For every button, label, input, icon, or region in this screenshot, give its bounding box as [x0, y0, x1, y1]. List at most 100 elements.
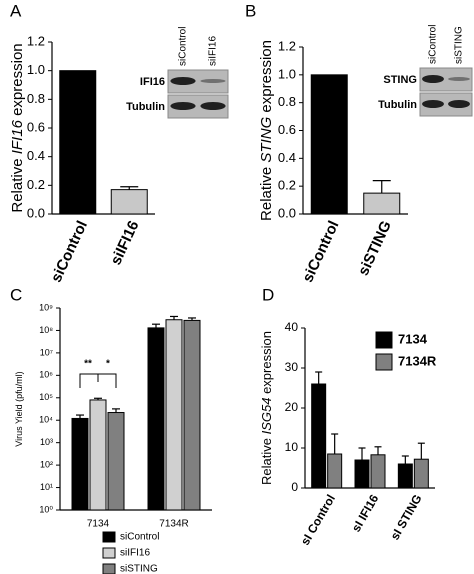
- bar: [310, 74, 348, 215]
- blot-band: [170, 102, 196, 110]
- y-tick-label: 10⁶: [39, 370, 53, 380]
- y-axis-label-part: expression: [258, 40, 275, 117]
- legend-label: 7134R: [398, 353, 437, 368]
- y-axis-label-part: Relative: [258, 167, 275, 221]
- y-axis-label-part: STING: [258, 116, 275, 166]
- y-axis-label-part: expression: [259, 331, 274, 397]
- blot-panel: [419, 67, 473, 92]
- y-tick-label: 20: [285, 400, 299, 414]
- y-tick-label: 10⁸: [39, 325, 53, 335]
- x-tick-label: siControl: [299, 218, 342, 285]
- blot-band: [200, 102, 226, 110]
- y-tick-label: 10⁹: [39, 302, 53, 312]
- y-axis-label-part: Relative: [9, 158, 26, 212]
- bar: [183, 319, 201, 511]
- y-axis-label: Relative IFI16 expression: [9, 43, 26, 212]
- y-tick-label: 10⁰: [39, 504, 53, 514]
- legend-swatch: [102, 563, 116, 574]
- y-tick-label: 0.4: [278, 150, 296, 165]
- panel-label: B: [245, 1, 256, 20]
- y-tick-label: 0.2: [278, 178, 296, 193]
- bar: [363, 192, 401, 215]
- legend-label: 7134: [398, 331, 428, 346]
- bar: [89, 399, 107, 511]
- x-tick-label: siIFI16: [107, 218, 142, 268]
- x-tick-label: siSTING: [355, 218, 395, 278]
- legend-label: siControl: [120, 532, 159, 543]
- y-axis-label: Relative ISG54 expression: [259, 331, 274, 485]
- x-tick-label: 7134: [87, 519, 110, 530]
- blot-band: [448, 100, 470, 108]
- x-tick-label: 7134R: [159, 519, 188, 530]
- legend-label: siSTING: [120, 564, 158, 574]
- panel-label: D: [262, 285, 274, 304]
- y-tick-label: 1.0: [27, 62, 45, 77]
- blot-lane-label: siControl: [178, 27, 189, 66]
- blot-row-label: Tubulin: [126, 101, 165, 113]
- y-tick-label: 0.6: [278, 122, 296, 137]
- y-tick-label: 30: [285, 360, 299, 374]
- x-tick-label: sI IFI16: [349, 492, 382, 535]
- y-tick-label: 0.0: [27, 205, 45, 220]
- y-tick-label: 40: [285, 320, 299, 334]
- y-axis-label: Relative STING expression: [258, 40, 275, 221]
- y-tick-label: 1.2: [27, 33, 45, 48]
- blot-panel: [167, 94, 229, 119]
- y-tick-label: 1.2: [278, 38, 296, 53]
- blot-panel: [167, 69, 229, 94]
- bar: [354, 459, 370, 489]
- bar: [397, 463, 413, 489]
- blot-band: [448, 77, 470, 81]
- y-tick-label: 10⁴: [39, 415, 53, 425]
- y-tick-label: 10²: [40, 459, 53, 469]
- blot-band: [422, 75, 444, 83]
- annotation: *: [106, 359, 110, 370]
- y-tick-label: 0.2: [27, 177, 45, 192]
- significance-bracket: [79, 373, 117, 388]
- y-tick-label: 10⁷: [40, 347, 53, 357]
- blot-band: [200, 79, 226, 83]
- y-axis-label-part: ISG54: [259, 398, 274, 438]
- y-axis-label: Virus Yield (pfu/ml): [14, 371, 24, 446]
- blot-lane-label: siIFI16: [208, 36, 219, 66]
- bar: [413, 458, 429, 489]
- y-tick-label: 0.4: [27, 148, 45, 163]
- y-tick-label: 0.6: [27, 119, 45, 134]
- y-tick-label: 10¹: [40, 482, 53, 492]
- blot-panel: [419, 92, 473, 117]
- blot-lane-label: siControl: [428, 25, 439, 64]
- bar: [327, 453, 343, 489]
- legend-swatch: [102, 547, 116, 559]
- bar: [311, 383, 327, 489]
- y-axis-label-part: expression: [9, 43, 26, 120]
- blot-row-label: IFI16: [140, 76, 165, 88]
- y-tick-label: 0: [291, 480, 298, 494]
- y-tick-label: 1.0: [278, 66, 296, 81]
- y-tick-label: 0.0: [278, 205, 296, 220]
- blot-band: [422, 100, 444, 108]
- annotation: **: [84, 359, 92, 370]
- legend-swatch: [375, 353, 393, 371]
- bar: [71, 417, 89, 511]
- y-tick-label: 10: [285, 440, 299, 454]
- panel-label: A: [10, 1, 22, 20]
- legend-swatch: [102, 531, 116, 543]
- bar: [110, 189, 148, 215]
- blot-row-label: Tubulin: [378, 99, 417, 111]
- bar: [370, 454, 386, 489]
- y-tick-label: 0.8: [278, 94, 296, 109]
- bar: [107, 412, 125, 511]
- bar: [165, 319, 183, 511]
- x-tick-label: sI Control: [298, 492, 338, 547]
- y-axis-label-part: IFI16: [9, 119, 26, 158]
- blot-row-label: STING: [383, 74, 417, 86]
- legend-label: siIFI16: [120, 548, 150, 559]
- bar: [59, 70, 97, 215]
- panel-label: C: [10, 285, 22, 304]
- y-axis-label-part: Relative: [259, 438, 274, 485]
- x-tick-label: sI STING: [388, 492, 425, 542]
- y-tick-label: 10⁵: [39, 392, 53, 402]
- x-tick-label: siControl: [48, 218, 91, 285]
- bar: [147, 327, 165, 511]
